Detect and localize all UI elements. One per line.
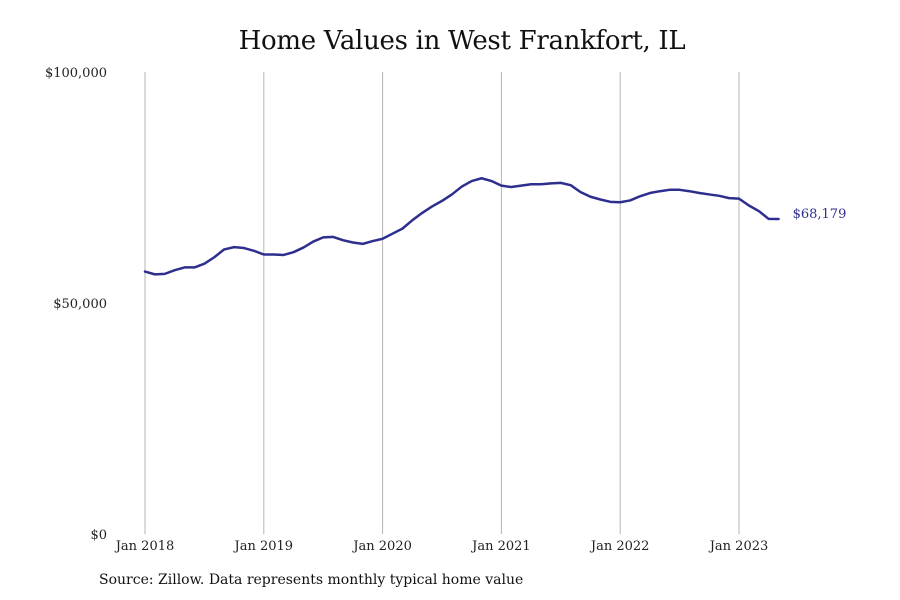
x-axis-ticks: Jan 2018 Jan 2019 Jan 2020 Jan 2021 Jan 2022…	[114, 539, 769, 554]
y-tick-label: $100,000	[45, 66, 107, 81]
source-note: Source: Zillow. Data represents monthly …	[99, 572, 524, 588]
home-value-line	[143, 177, 780, 276]
y-tick-label: $0	[90, 528, 107, 543]
x-tick-label: Jan 2022	[589, 539, 650, 554]
x-tick-label: Jan 2021	[470, 539, 531, 554]
vertical-gridlines	[144, 72, 740, 534]
x-tick-label: Jan 2020	[351, 539, 412, 554]
x-tick-label: Jan 2018	[114, 539, 175, 554]
x-tick-label: Jan 2019	[233, 539, 294, 554]
chart-title: Home Values in West Frankfort, IL	[238, 26, 686, 56]
y-tick-label: $50,000	[53, 297, 107, 312]
y-axis-ticks: $0 $50,000 $100,000	[45, 66, 107, 543]
x-tick-label: Jan 2023	[708, 539, 769, 554]
last-value-label: $68,179	[793, 207, 847, 222]
